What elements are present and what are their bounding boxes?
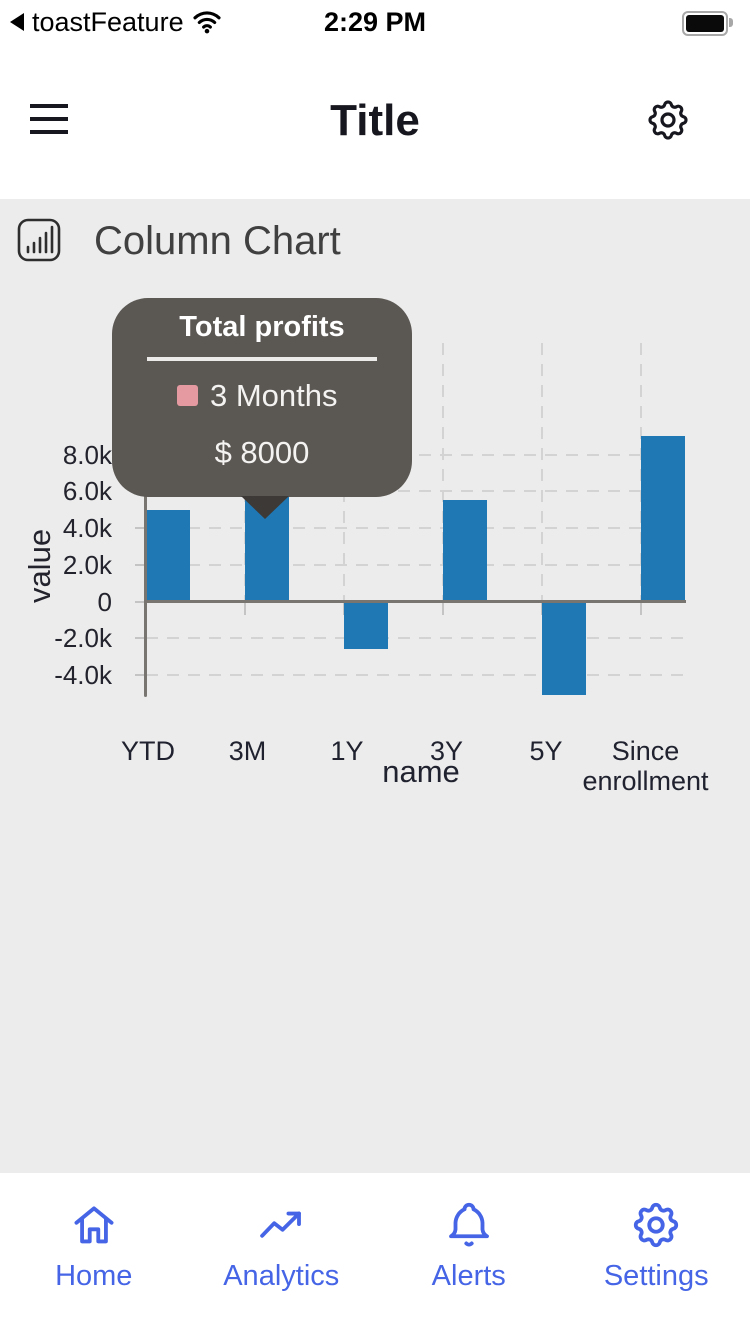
bottom-navigation: Home Analytics Alerts Settings: [0, 1173, 750, 1334]
horizontal-gridline: [146, 563, 685, 566]
tooltip-series-swatch: [177, 385, 198, 406]
bar-3Y[interactable]: [443, 500, 487, 602]
y-axis-tick-label: -2.0k: [54, 623, 112, 654]
y-axis-tick-label: 4.0k: [62, 513, 112, 543]
home-icon: [74, 1206, 114, 1244]
x-axis-tick: [244, 603, 246, 615]
y-axis-tick-label: 8.0k: [62, 439, 112, 470]
x-axis-label: 1Y: [330, 736, 364, 766]
horizontal-gridline: [146, 674, 685, 676]
page-title: Title: [330, 96, 420, 145]
column-chart-icon: [17, 218, 61, 262]
back-triangle-icon: [10, 13, 24, 31]
horizontal-gridline: [146, 637, 685, 640]
trending-up-icon: [260, 1211, 302, 1238]
x-axis-title: name: [382, 754, 460, 789]
bar-5Y[interactable]: [542, 603, 586, 695]
y-axis-tick: [135, 674, 146, 676]
x-axis-label: 3M: [228, 736, 267, 766]
vertical-gridline: [541, 343, 543, 602]
tooltip-title: Total profits: [179, 311, 345, 343]
horizontal-gridline: [146, 453, 685, 456]
back-to-app-button[interactable]: toastFeature: [10, 0, 222, 44]
battery-icon: [682, 11, 733, 36]
x-axis-tick: [640, 603, 642, 615]
nav-label-home: Home: [55, 1260, 133, 1292]
y-axis-line: [144, 343, 147, 697]
bell-icon: [448, 1202, 489, 1247]
chart-tooltip: Total profits 3 Months $ 8000: [112, 298, 412, 519]
bar-Since enrollment[interactable]: [641, 436, 685, 602]
y-axis-tick: [135, 527, 146, 529]
nav-label-alerts: Alerts: [431, 1260, 506, 1292]
y-axis-tick: [135, 600, 146, 603]
gear-icon: [634, 1202, 679, 1248]
x-axis-label: 3Y: [429, 736, 464, 766]
x-axis-label: Since enrollment: [582, 736, 709, 796]
nav-item-settings[interactable]: Settings: [563, 1173, 750, 1334]
tooltip-value: $ 8000: [214, 435, 310, 470]
tooltip-series-label: 3 Months: [210, 378, 338, 413]
section-title: Column Chart: [94, 219, 341, 263]
tooltip-divider: [147, 357, 377, 361]
tooltip-pointer: [241, 496, 289, 519]
app-switcher-label: toastFeature: [32, 6, 184, 37]
horizontal-gridline: [146, 490, 685, 493]
status-bar: toastFeature 2:29 PM: [0, 0, 750, 44]
y-axis-tick: [135, 637, 146, 640]
x-axis-zero-line: [145, 600, 686, 603]
x-axis-label: YTD: [121, 736, 175, 766]
nav-label-settings: Settings: [603, 1260, 709, 1292]
y-axis-tick: [135, 563, 146, 566]
settings-gear-button[interactable]: [644, 96, 692, 144]
clock: 2:29 PM: [323, 6, 427, 37]
nav-item-analytics[interactable]: Analytics: [188, 1173, 376, 1334]
y-axis-tick-label: 0: [97, 586, 112, 617]
wifi-icon: [193, 11, 221, 34]
nav-label-analytics: Analytics: [223, 1260, 340, 1292]
nav-item-alerts[interactable]: Alerts: [375, 1173, 563, 1334]
menu-button[interactable]: [30, 104, 68, 134]
app-header: Title: [0, 44, 750, 199]
vertical-gridline: [442, 343, 444, 602]
y-axis-tick-label: 6.0k: [62, 476, 112, 507]
y-axis-tick-label: 2.0k: [62, 549, 112, 580]
nav-item-home[interactable]: Home: [0, 1173, 188, 1334]
horizontal-gridline: [146, 527, 685, 529]
bar-YTD[interactable]: [146, 509, 190, 602]
x-axis-tick: [442, 603, 444, 615]
y-axis-tick-label: -4.0k: [54, 660, 112, 690]
bar-1Y[interactable]: [344, 603, 388, 649]
x-axis-label: 5Y: [529, 736, 563, 766]
